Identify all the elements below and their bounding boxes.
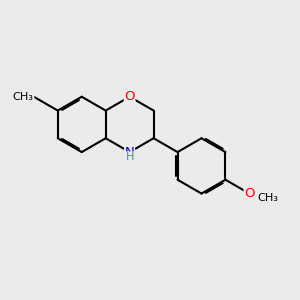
Text: N: N bbox=[125, 146, 134, 159]
Text: H: H bbox=[125, 152, 134, 162]
Text: CH₃: CH₃ bbox=[258, 194, 279, 203]
Text: O: O bbox=[244, 187, 255, 200]
Text: O: O bbox=[124, 90, 135, 103]
Text: CH₃: CH₃ bbox=[13, 92, 34, 102]
